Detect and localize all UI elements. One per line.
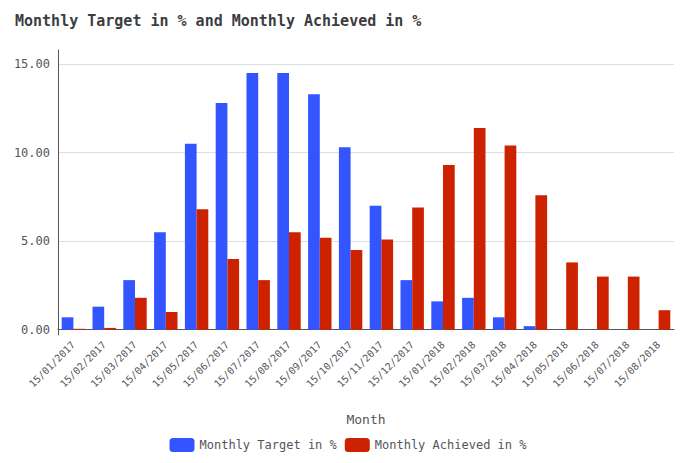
svg-text:15/08/2018: 15/08/2018 (612, 339, 662, 389)
svg-text:15/03/2018: 15/03/2018 (458, 339, 509, 390)
svg-text:15/01/2018: 15/01/2018 (396, 339, 447, 390)
svg-text:15/11/2017: 15/11/2017 (335, 339, 386, 390)
svg-text:10.00: 10.00 (14, 146, 50, 160)
svg-text:15/10/2017: 15/10/2017 (304, 339, 355, 390)
svg-text:15/05/2017: 15/05/2017 (150, 339, 201, 390)
svg-text:15/04/2017: 15/04/2017 (119, 339, 170, 390)
svg-text:Month: Month (346, 412, 385, 427)
svg-text:15/07/2017: 15/07/2017 (211, 339, 263, 390)
svg-text:Monthly Achieved in %: Monthly Achieved in % (375, 438, 527, 452)
svg-text:15/04/2018: 15/04/2018 (489, 339, 540, 390)
svg-text:Monthly Target in % and Monthl: Monthly Target in % and Monthly Achieved… (15, 12, 421, 30)
svg-text:Monthly Target in %: Monthly Target in % (200, 438, 338, 452)
svg-text:5.00: 5.00 (21, 234, 50, 248)
svg-text:15/06/2018: 15/06/2018 (550, 339, 601, 390)
svg-text:15.00: 15.00 (14, 57, 50, 71)
svg-text:15/08/2017: 15/08/2017 (242, 339, 293, 390)
svg-text:15/09/2017: 15/09/2017 (273, 339, 324, 390)
svg-text:15/01/2017: 15/01/2017 (27, 339, 78, 390)
svg-text:15/02/2017: 15/02/2017 (57, 339, 109, 390)
svg-text:15/07/2018: 15/07/2018 (581, 339, 632, 390)
svg-text:15/06/2017: 15/06/2017 (181, 339, 232, 390)
svg-text:15/05/2018: 15/05/2018 (519, 339, 571, 390)
svg-text:15/03/2017: 15/03/2017 (88, 339, 139, 390)
svg-text:15/02/2018: 15/02/2018 (427, 339, 478, 390)
svg-text:15/12/2017: 15/12/2017 (365, 339, 417, 390)
svg-text:0.00: 0.00 (21, 323, 50, 337)
